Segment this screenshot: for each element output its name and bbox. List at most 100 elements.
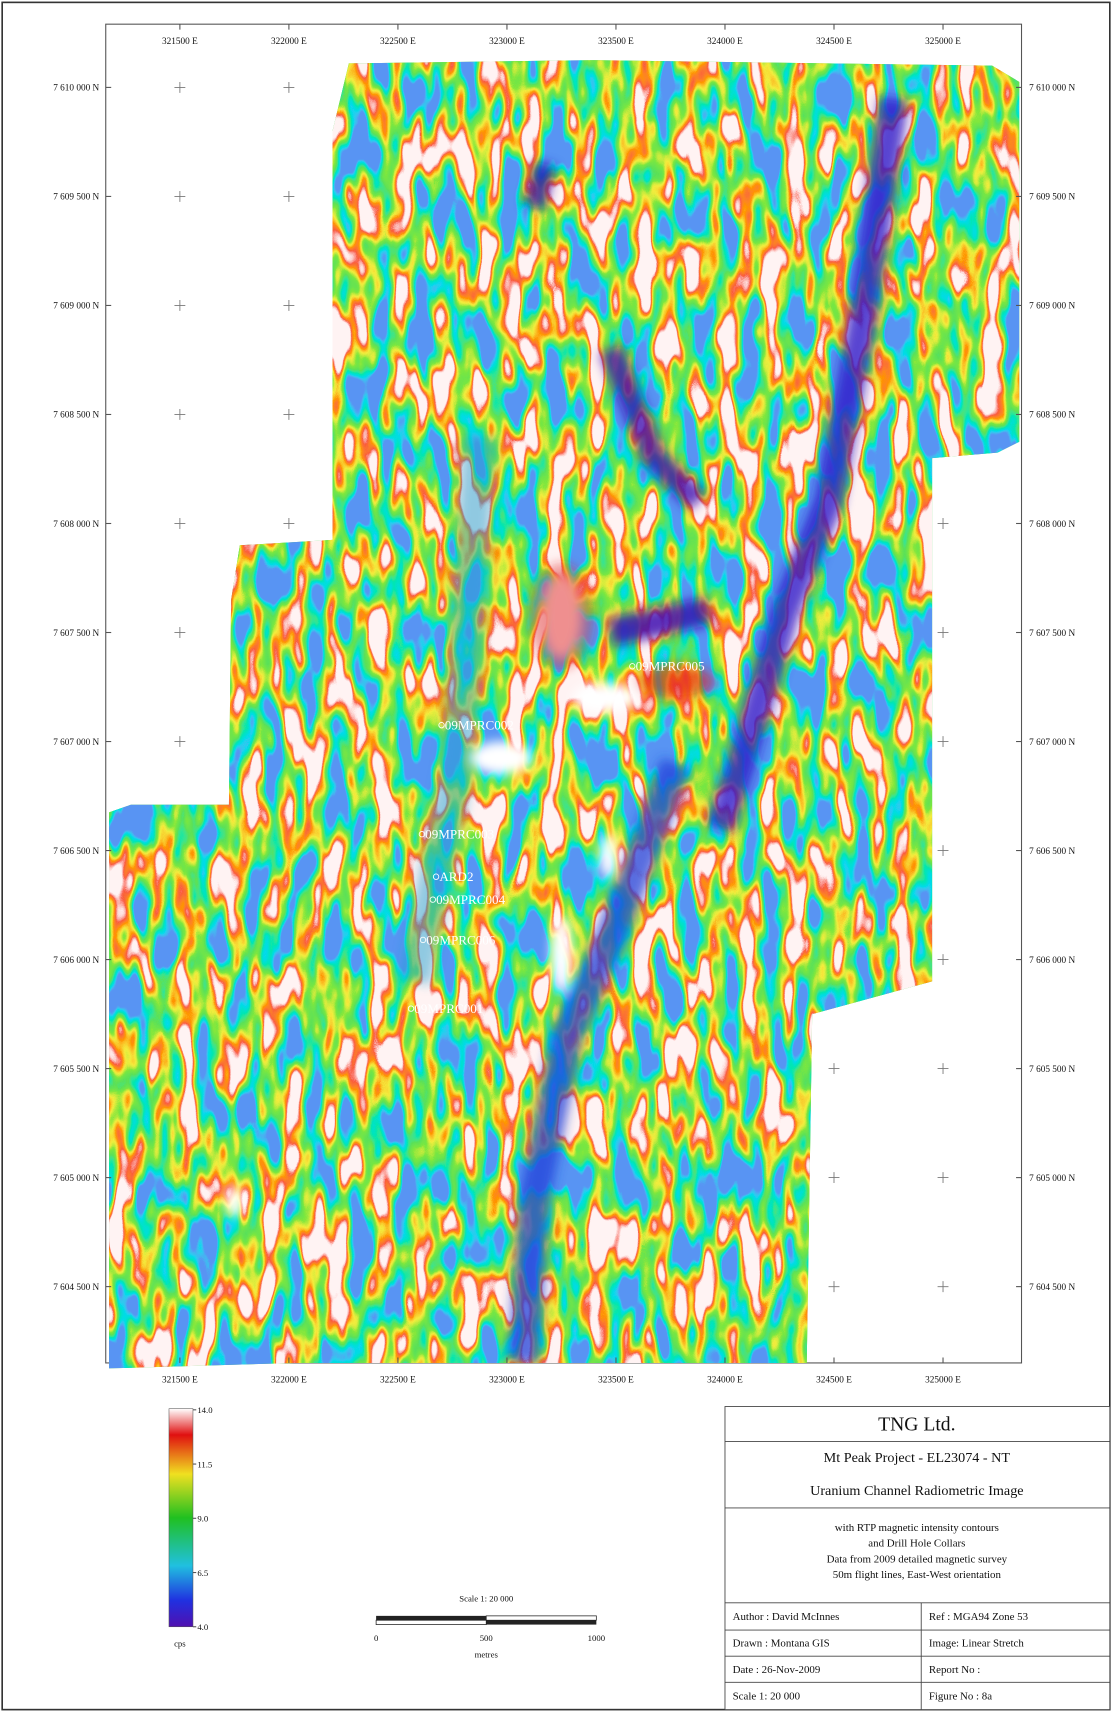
northing-label: 7 605 000 N (53, 1174, 99, 1184)
legend-tick-label: 11.5 (197, 1459, 213, 1469)
grid-cross (174, 736, 185, 747)
project: Mt Peak Project - EL23074 - NT (824, 1450, 1011, 1466)
easting-label: 323000 E (489, 1376, 525, 1386)
grid-cross (938, 1063, 949, 1074)
grid-cross (938, 736, 949, 747)
drill-hole-label: 09MPRC003 (425, 827, 495, 842)
northing-label: 7 610 000 N (1029, 84, 1075, 94)
easting-label: 324000 E (707, 37, 743, 47)
easting-label: 321500 E (162, 1376, 198, 1386)
grid-cross (938, 1281, 949, 1292)
grid-cross (174, 191, 185, 202)
grid-cross (938, 845, 949, 856)
field: Image: Linear Stretch (929, 1638, 1025, 1650)
grid-cross (938, 518, 949, 529)
grid-cross (938, 954, 949, 965)
easting-label: 323500 E (598, 1376, 634, 1386)
grid-cross (829, 1172, 840, 1183)
easting-label: 324500 E (816, 37, 852, 47)
scale-segment (376, 1620, 486, 1624)
legend-colorbar (169, 1409, 193, 1627)
grid-cross (829, 1063, 840, 1074)
legend-tick-label: 4.0 (197, 1622, 209, 1632)
northing-label: 7 607 000 N (53, 738, 99, 748)
easting-label: 322500 E (380, 37, 416, 47)
field: Date : 26-Nov-2009 (733, 1664, 821, 1676)
easting-label: 324000 E (707, 1376, 743, 1386)
grid-cross (174, 518, 185, 529)
legend: 14.0 11.5 9.0 6.5 4.0 (193, 1405, 213, 1632)
easting-label: 325000 E (925, 37, 961, 47)
note-line: and Drill Hole Collars (868, 1538, 965, 1550)
northing-label: 7 609 500 N (1029, 193, 1075, 203)
northing-label: 7 609 000 N (1029, 302, 1075, 312)
image-title: Uranium Channel Radiometric Image (810, 1483, 1023, 1499)
map-sheet: 321500 E321500 E322000 E322000 E322500 E… (0, 0, 1112, 1712)
northing-label: 7 609 500 N (53, 193, 99, 203)
northing-label: 7 605 500 N (1029, 1065, 1075, 1075)
northing-label: 7 608 500 N (1029, 411, 1075, 421)
radiometric-image (106, 55, 1022, 1374)
scale-segment (486, 1620, 596, 1624)
easting-label: 322500 E (380, 1376, 416, 1386)
drill-hole-label: 09MPRC004 (436, 892, 506, 907)
northing-label: 7 607 000 N (1029, 738, 1075, 748)
page: {"map": { "eastings": ["321500 E", "3220… (0, 0, 1112, 1712)
grid-cross (174, 300, 185, 311)
northing-label: 7 607 500 N (1029, 629, 1075, 639)
grid-cross (283, 82, 294, 93)
grid-cross (283, 518, 294, 529)
grid-cross (174, 627, 185, 638)
northing-label: 7 606 500 N (1029, 847, 1075, 857)
scale-label: 500 (480, 1633, 494, 1643)
easting-label: 323000 E (489, 37, 525, 47)
note-line: 50m flight lines, East-West orientation (833, 1569, 1002, 1581)
drill-hole-label: 09MPRC005 (636, 659, 706, 674)
drill-hole-label: ARD2 (439, 869, 473, 884)
easting-label: 323500 E (598, 37, 634, 47)
drill-hole-label: 09MPRC002 (445, 718, 514, 733)
drill-hole-label: 09MPRC006 (426, 932, 496, 947)
northing-label: 7 604 500 N (1029, 1283, 1075, 1293)
grid-cross (283, 300, 294, 311)
northing-label: 7 605 500 N (53, 1065, 99, 1075)
northing-label: 7 606 000 N (1029, 956, 1075, 966)
field: Report No : (929, 1664, 980, 1676)
northing-label: 7 608 000 N (1029, 520, 1075, 530)
title-block: TNG Ltd. Mt Peak Project - EL23074 - NT … (725, 1407, 1110, 1710)
legend-tick-label: 6.5 (197, 1568, 209, 1578)
northing-label: 7 609 000 N (53, 302, 99, 312)
legend-tick-label: 14.0 (197, 1405, 213, 1415)
grid-cross (283, 409, 294, 420)
northing-label: 7 610 000 N (53, 84, 99, 94)
field: Author : David McInnes (733, 1611, 840, 1623)
northing-label: 7 608 000 N (53, 520, 99, 530)
note-line: with RTP magnetic intensity contours (835, 1522, 999, 1534)
legend-tick-label: 9.0 (197, 1514, 209, 1524)
easting-label: 324500 E (816, 1376, 852, 1386)
field: Drawn : Montana GIS (733, 1638, 830, 1650)
northing-label: 7 607 500 N (53, 629, 99, 639)
grid-cross (174, 409, 185, 420)
northing-label: 7 606 000 N (53, 956, 99, 966)
northing-label: 7 605 000 N (1029, 1174, 1075, 1184)
field: Scale 1: 20 000 (733, 1691, 801, 1703)
grid-cross (938, 627, 949, 638)
company: TNG Ltd. (878, 1415, 955, 1436)
scale-unit: metres (475, 1649, 499, 1659)
drill-hole-label: 09MPRC001 (414, 1001, 483, 1016)
note-line: Data from 2009 detailed magnetic survey (827, 1553, 1008, 1565)
easting-label: 322000 E (271, 1376, 307, 1386)
grid-cross (938, 1172, 949, 1183)
northing-label: 7 604 500 N (53, 1283, 99, 1293)
easting-label: 322000 E (271, 37, 307, 47)
northing-label: 7 606 500 N (53, 847, 99, 857)
scale-labels: 0 500 1000 (374, 1633, 606, 1643)
field: Ref : MGA94 Zone 53 (929, 1611, 1029, 1623)
scale-label: 0 (374, 1633, 379, 1643)
grid-cross (283, 191, 294, 202)
scale-segment (486, 1616, 596, 1620)
scale-title: Scale 1: 20 000 (459, 1594, 514, 1604)
scale-segment (376, 1616, 486, 1620)
scale-label: 1000 (588, 1633, 606, 1643)
